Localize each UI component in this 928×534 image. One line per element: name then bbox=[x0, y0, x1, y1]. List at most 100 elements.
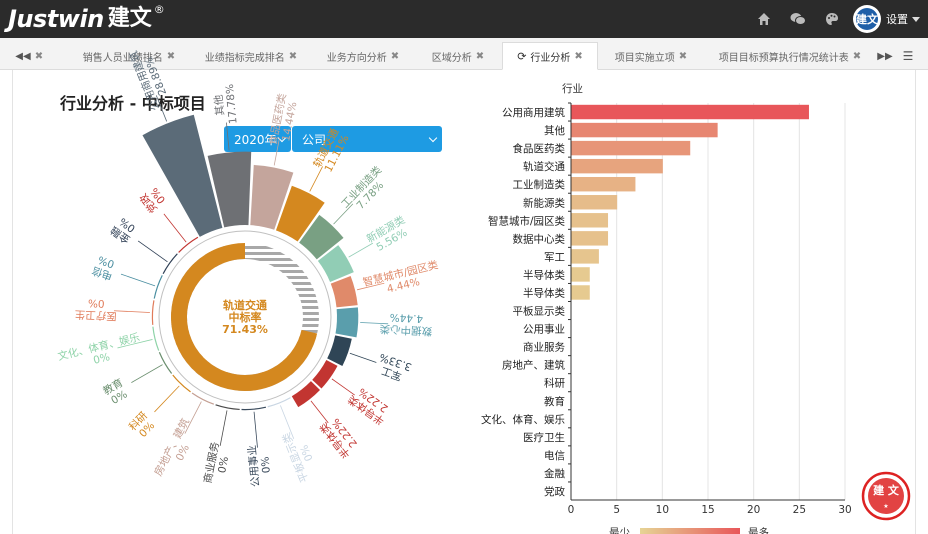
rose-slice[interactable] bbox=[330, 275, 358, 308]
rose-slice[interactable] bbox=[151, 300, 155, 325]
wechat-icon[interactable] bbox=[781, 0, 815, 38]
rose-slice[interactable] bbox=[153, 275, 163, 299]
bar-category-label: 公用事业 bbox=[523, 323, 565, 336]
rose-label-line bbox=[226, 122, 230, 151]
palette-icon[interactable] bbox=[815, 0, 849, 38]
bar[interactable] bbox=[571, 267, 590, 282]
rose-slice[interactable] bbox=[275, 185, 325, 242]
close-icon[interactable]: ✖ bbox=[574, 50, 583, 62]
visualmap-gradient[interactable] bbox=[640, 528, 740, 534]
rose-slice[interactable] bbox=[172, 374, 191, 393]
rose-label-line bbox=[273, 137, 280, 166]
rose-label-line bbox=[280, 405, 295, 439]
tab-scroll-left-icon[interactable]: ◀◀ bbox=[15, 50, 31, 62]
bar[interactable] bbox=[571, 195, 618, 210]
rose-label-line bbox=[117, 339, 153, 349]
close-icon[interactable]: ✖ bbox=[166, 50, 176, 62]
rose-slice[interactable] bbox=[178, 236, 199, 253]
bar[interactable] bbox=[571, 231, 609, 246]
bar-category-label: 智慧城市/园区类 bbox=[488, 214, 566, 227]
tab-label: 区域分析 bbox=[431, 52, 472, 64]
avatar[interactable]: 建文 bbox=[853, 5, 881, 33]
rose-slice[interactable] bbox=[152, 326, 160, 351]
rose-slice[interactable] bbox=[142, 114, 223, 237]
bar-category-label: 科研 bbox=[544, 377, 565, 390]
bar[interactable] bbox=[571, 140, 691, 156]
donut-center-text: 轨道交通 bbox=[223, 298, 267, 312]
company-select[interactable]: 公司 bbox=[292, 126, 442, 152]
menu-list-icon[interactable]: ☰ bbox=[902, 49, 914, 63]
rose-label-line bbox=[163, 213, 187, 243]
close-icon[interactable]: ✖ bbox=[678, 50, 688, 62]
rose-slice[interactable] bbox=[215, 404, 240, 411]
bar[interactable] bbox=[571, 122, 718, 138]
rose-slice[interactable] bbox=[158, 352, 173, 374]
bar-category-label: 食品医药类 bbox=[513, 142, 566, 155]
tab-target-ranking[interactable]: 业绩指标完成排名 ✖ bbox=[192, 42, 310, 70]
registered-mark: ® bbox=[153, 3, 165, 16]
rose-label-line bbox=[331, 378, 355, 396]
rose-slice[interactable] bbox=[191, 392, 215, 405]
bar-category-label: 教育 bbox=[544, 395, 565, 408]
bar[interactable] bbox=[571, 249, 599, 264]
tab-sales-ranking[interactable]: 销售人员业绩排名 ✖ bbox=[70, 42, 188, 70]
tab-budget-stats[interactable]: 项目目标预算执行情况统计表 ✖ bbox=[714, 42, 866, 70]
rose-slice[interactable] bbox=[327, 335, 352, 366]
rose-slice[interactable] bbox=[267, 397, 291, 408]
rose-label-line bbox=[120, 273, 156, 287]
rose-label-line bbox=[184, 401, 202, 434]
bar[interactable] bbox=[571, 213, 609, 228]
home-icon[interactable] bbox=[747, 0, 781, 38]
company-select-value: 公司 bbox=[302, 132, 327, 147]
close-icon[interactable]: ✖ bbox=[475, 50, 485, 62]
rose-slice[interactable] bbox=[317, 245, 354, 282]
rose-slice[interactable] bbox=[335, 307, 359, 338]
bar-category-label: 其他 bbox=[544, 124, 565, 137]
rose-label-line bbox=[349, 352, 377, 363]
top-bar: Justwin 建文 ® 建文 设置 bbox=[0, 0, 928, 38]
close-icon[interactable]: ✖ bbox=[390, 50, 400, 62]
tab-label: 项目实施立项 bbox=[614, 52, 675, 64]
svg-text:建 文: 建 文 bbox=[873, 483, 900, 497]
avatar-text: 建文 bbox=[856, 8, 878, 30]
bar[interactable] bbox=[571, 285, 590, 300]
rose-label-line bbox=[113, 310, 150, 313]
bar[interactable] bbox=[571, 176, 636, 192]
year-select[interactable]: 2020年 bbox=[224, 126, 291, 152]
donut-progress bbox=[171, 243, 318, 391]
rose-slice-value: 0% bbox=[88, 297, 105, 310]
tab-label: 项目目标预算执行情况统计表 bbox=[718, 52, 849, 64]
rose-slice[interactable] bbox=[207, 151, 252, 228]
rose-slice[interactable] bbox=[312, 359, 338, 389]
bar[interactable] bbox=[571, 158, 663, 174]
rose-slice-name: 公用事业 bbox=[245, 445, 262, 488]
tab-business-direction[interactable]: 业务方向分析 ✖ bbox=[315, 42, 411, 70]
rose-slice-value: 0% bbox=[298, 443, 315, 463]
rose-slice-value: 0% bbox=[96, 253, 116, 270]
rose-slice[interactable] bbox=[162, 253, 178, 275]
chevron-down-icon[interactable] bbox=[912, 16, 920, 22]
rose-label-line bbox=[360, 322, 389, 325]
rose-slice[interactable] bbox=[241, 406, 267, 411]
tab-project-setup[interactable]: 项目实施立项 ✖ bbox=[608, 42, 694, 70]
rose-slice[interactable] bbox=[250, 164, 294, 230]
rose-label-line bbox=[131, 364, 163, 383]
settings-menu[interactable]: 设置 bbox=[886, 13, 908, 26]
refresh-icon[interactable]: ⟳ bbox=[517, 49, 527, 63]
close-all-icon[interactable]: ✖ bbox=[34, 50, 44, 62]
close-icon[interactable]: ✖ bbox=[288, 50, 298, 62]
tab-region[interactable]: 区域分析 ✖ bbox=[422, 42, 494, 70]
rose-slice[interactable] bbox=[299, 214, 344, 260]
bar-x-tick: 20 bbox=[747, 504, 760, 516]
rose-slice[interactable] bbox=[291, 381, 321, 408]
close-icon[interactable]: ✖ bbox=[852, 50, 862, 62]
logo-english: Justwin bbox=[8, 5, 104, 33]
bar-x-tick: 10 bbox=[656, 504, 669, 516]
tab-scroll-right-icon[interactable]: ▶▶ bbox=[877, 50, 893, 62]
rose-label-line bbox=[348, 242, 374, 258]
bar[interactable] bbox=[571, 104, 809, 120]
tab-industry[interactable]: ⟳ 行业分析 ✖ bbox=[502, 42, 598, 70]
bar-axis-label: 行业 bbox=[562, 82, 583, 95]
